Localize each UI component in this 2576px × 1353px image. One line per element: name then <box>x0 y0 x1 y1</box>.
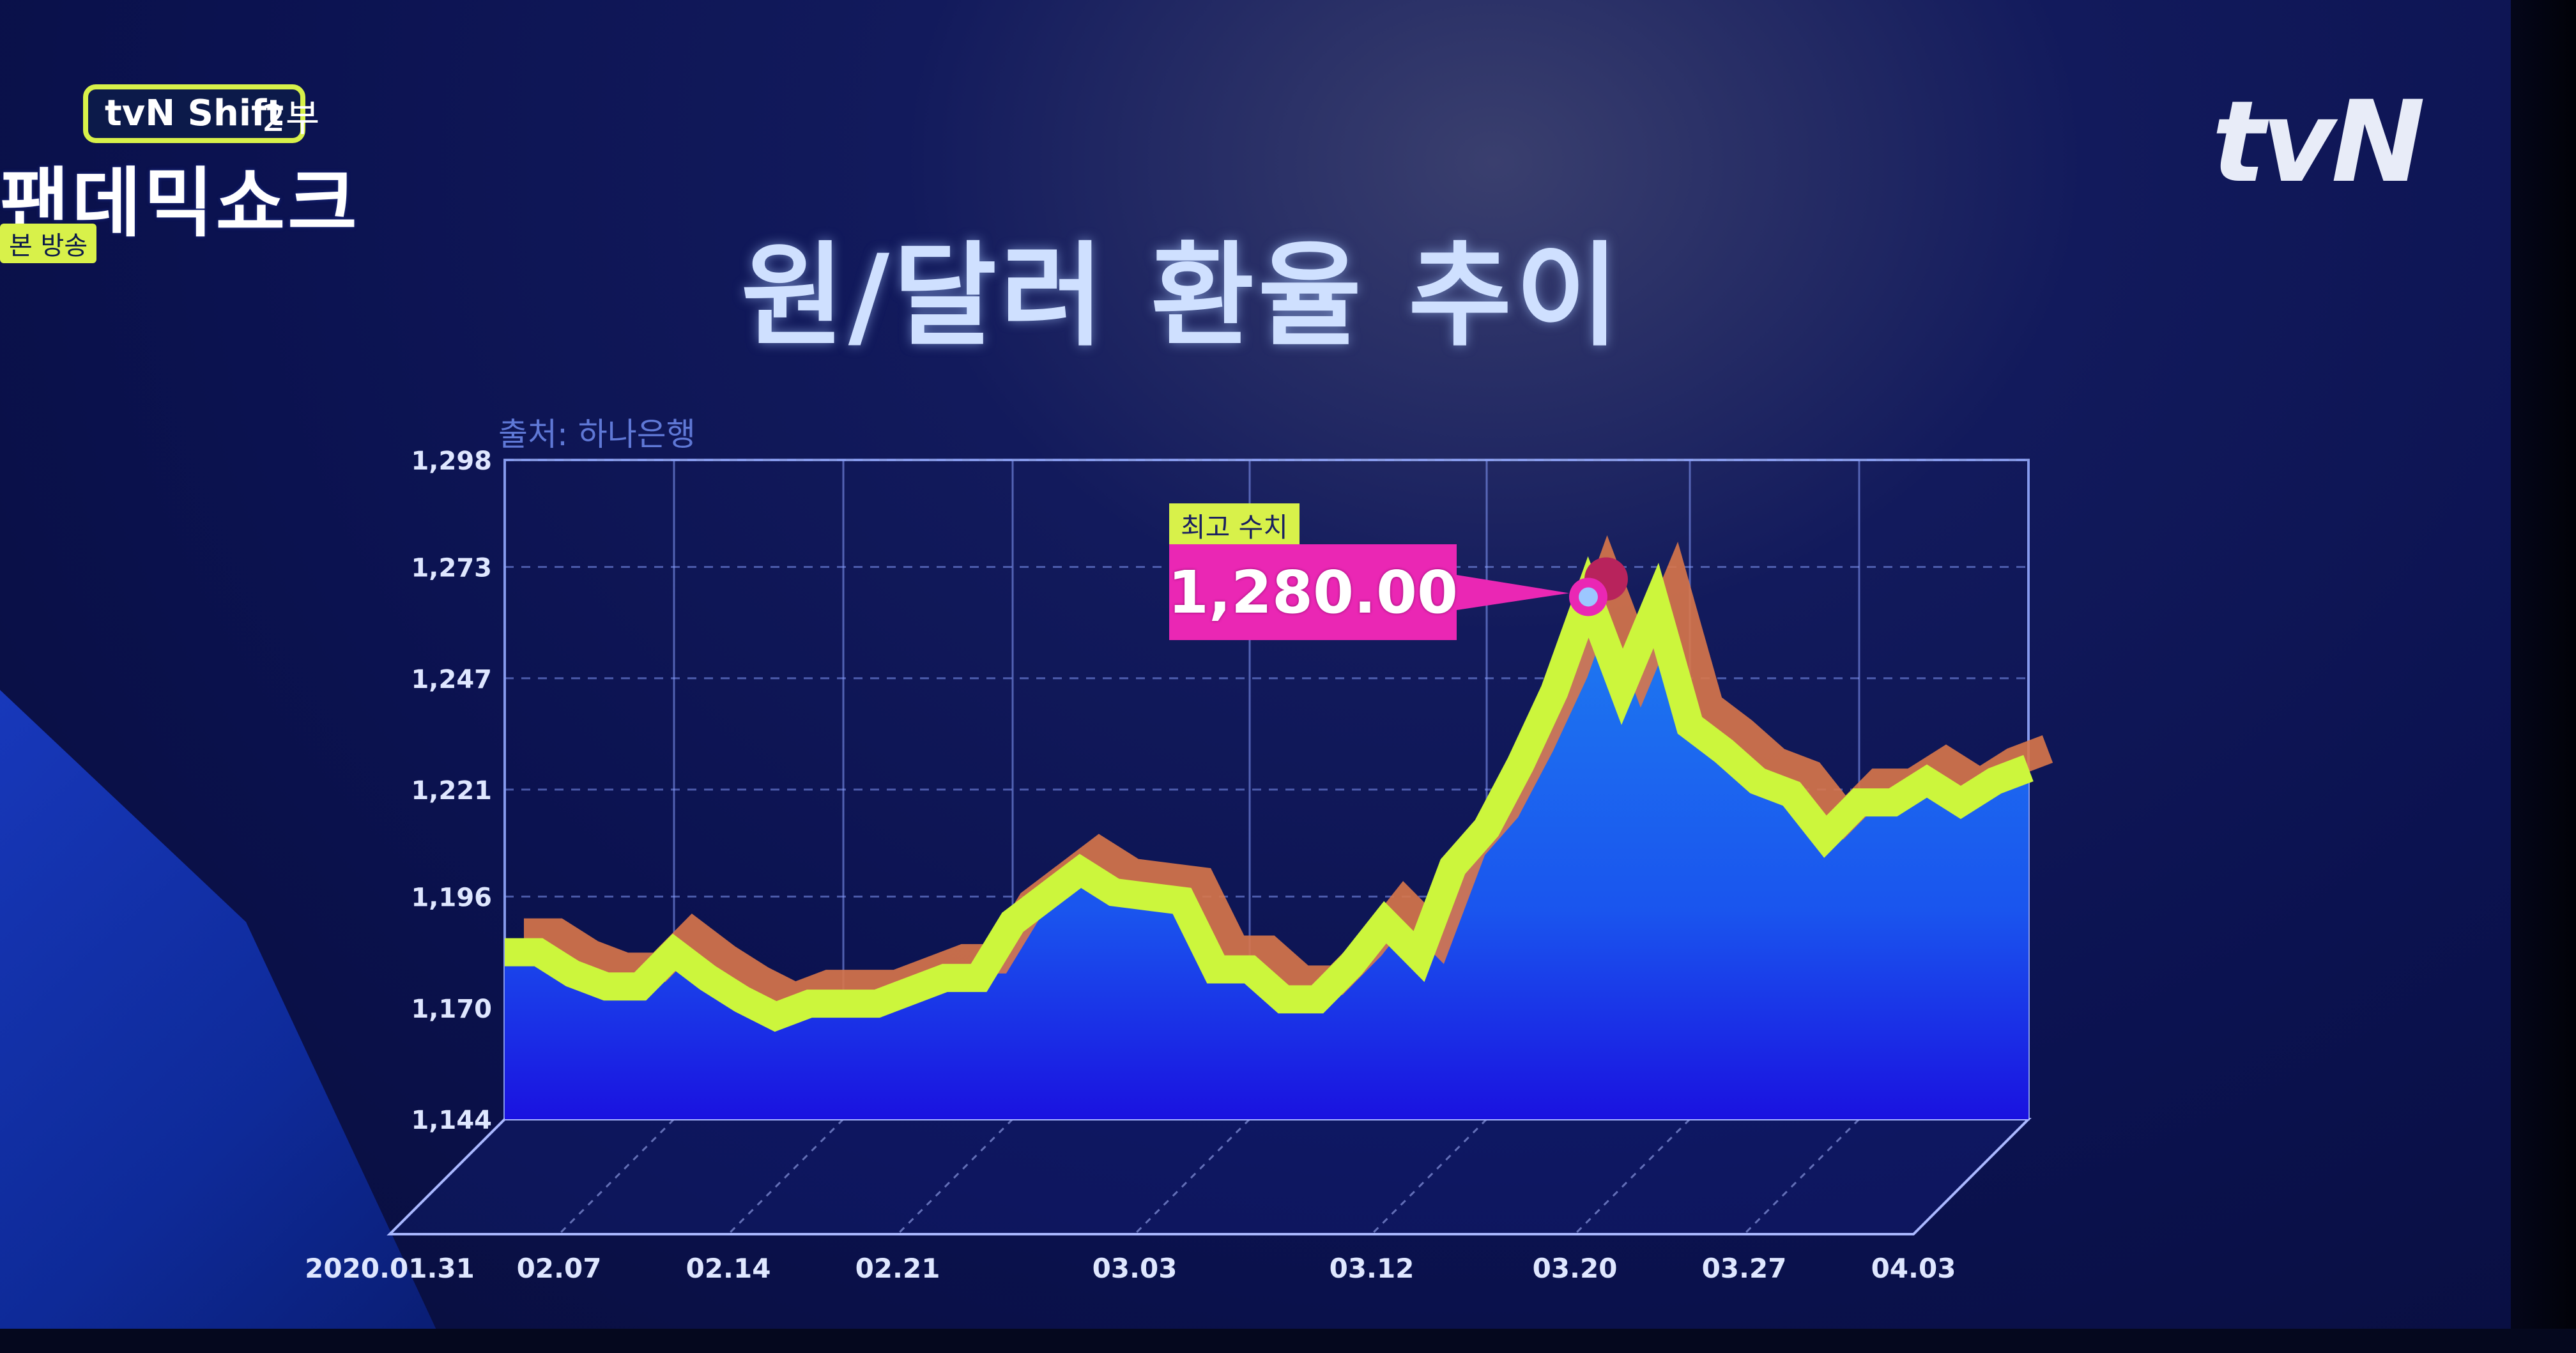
peak-marker-center <box>1579 587 1598 607</box>
tv-frame-bottom <box>0 1329 2576 1353</box>
y-tick-label: 1,247 <box>411 665 492 694</box>
part-label: 2부 <box>262 96 320 140</box>
x-tick-label: 02.07 <box>517 1253 602 1284</box>
broadcast-badge: 본 방송 <box>0 224 97 263</box>
y-tick-label: 1,221 <box>411 776 492 806</box>
x-tick-label: 02.21 <box>855 1253 940 1284</box>
source-label: 출처: 하나은행 <box>498 416 696 453</box>
peak-callout-label: 최고 수치 <box>1169 503 1300 547</box>
y-tick-label: 1,144 <box>411 1106 492 1135</box>
floor-gridline <box>1912 1118 2030 1235</box>
y-tick-label: 1,170 <box>411 995 492 1024</box>
area-fill <box>505 597 2028 1119</box>
x-tick-label: 03.03 <box>1092 1253 1177 1284</box>
y-tick-label: 1,273 <box>411 554 492 583</box>
y-tick-label: 1,196 <box>411 883 492 913</box>
x-tick-label: 04.03 <box>1871 1253 1956 1284</box>
tvn-shift-logo: tvN Shift <box>83 84 306 143</box>
x-tick-label: 2020.01.31 <box>305 1253 475 1284</box>
x-tick-label: 03.20 <box>1533 1253 1618 1284</box>
chart-floor <box>387 1118 2032 1235</box>
x-tick-label: 02.14 <box>686 1253 771 1284</box>
peak-callout-value: 1,280.00 <box>1168 544 1458 640</box>
callout-pointer <box>1457 575 1569 610</box>
tv-frame-edge <box>2511 0 2576 1353</box>
series-line-shadow <box>524 535 2053 1014</box>
series-line <box>505 556 2034 1032</box>
x-tick-label: 03.27 <box>1702 1253 1787 1284</box>
floor-gridline <box>558 1118 675 1235</box>
floor-gridline <box>1370 1118 1488 1235</box>
floor-gridline <box>1743 1118 1860 1235</box>
x-tick-label: 03.12 <box>1330 1253 1414 1284</box>
floor-gridline <box>1133 1118 1251 1235</box>
y-tick-label: 1,298 <box>411 447 492 476</box>
floor-gridline <box>727 1118 845 1235</box>
chart-title: 원/달러 환율 추이 <box>740 231 1623 362</box>
floor-gridline <box>1574 1118 1691 1235</box>
floor-gridline <box>896 1118 1014 1235</box>
channel-logo: tvN <box>2212 77 2425 208</box>
floor-gridline <box>388 1118 506 1235</box>
